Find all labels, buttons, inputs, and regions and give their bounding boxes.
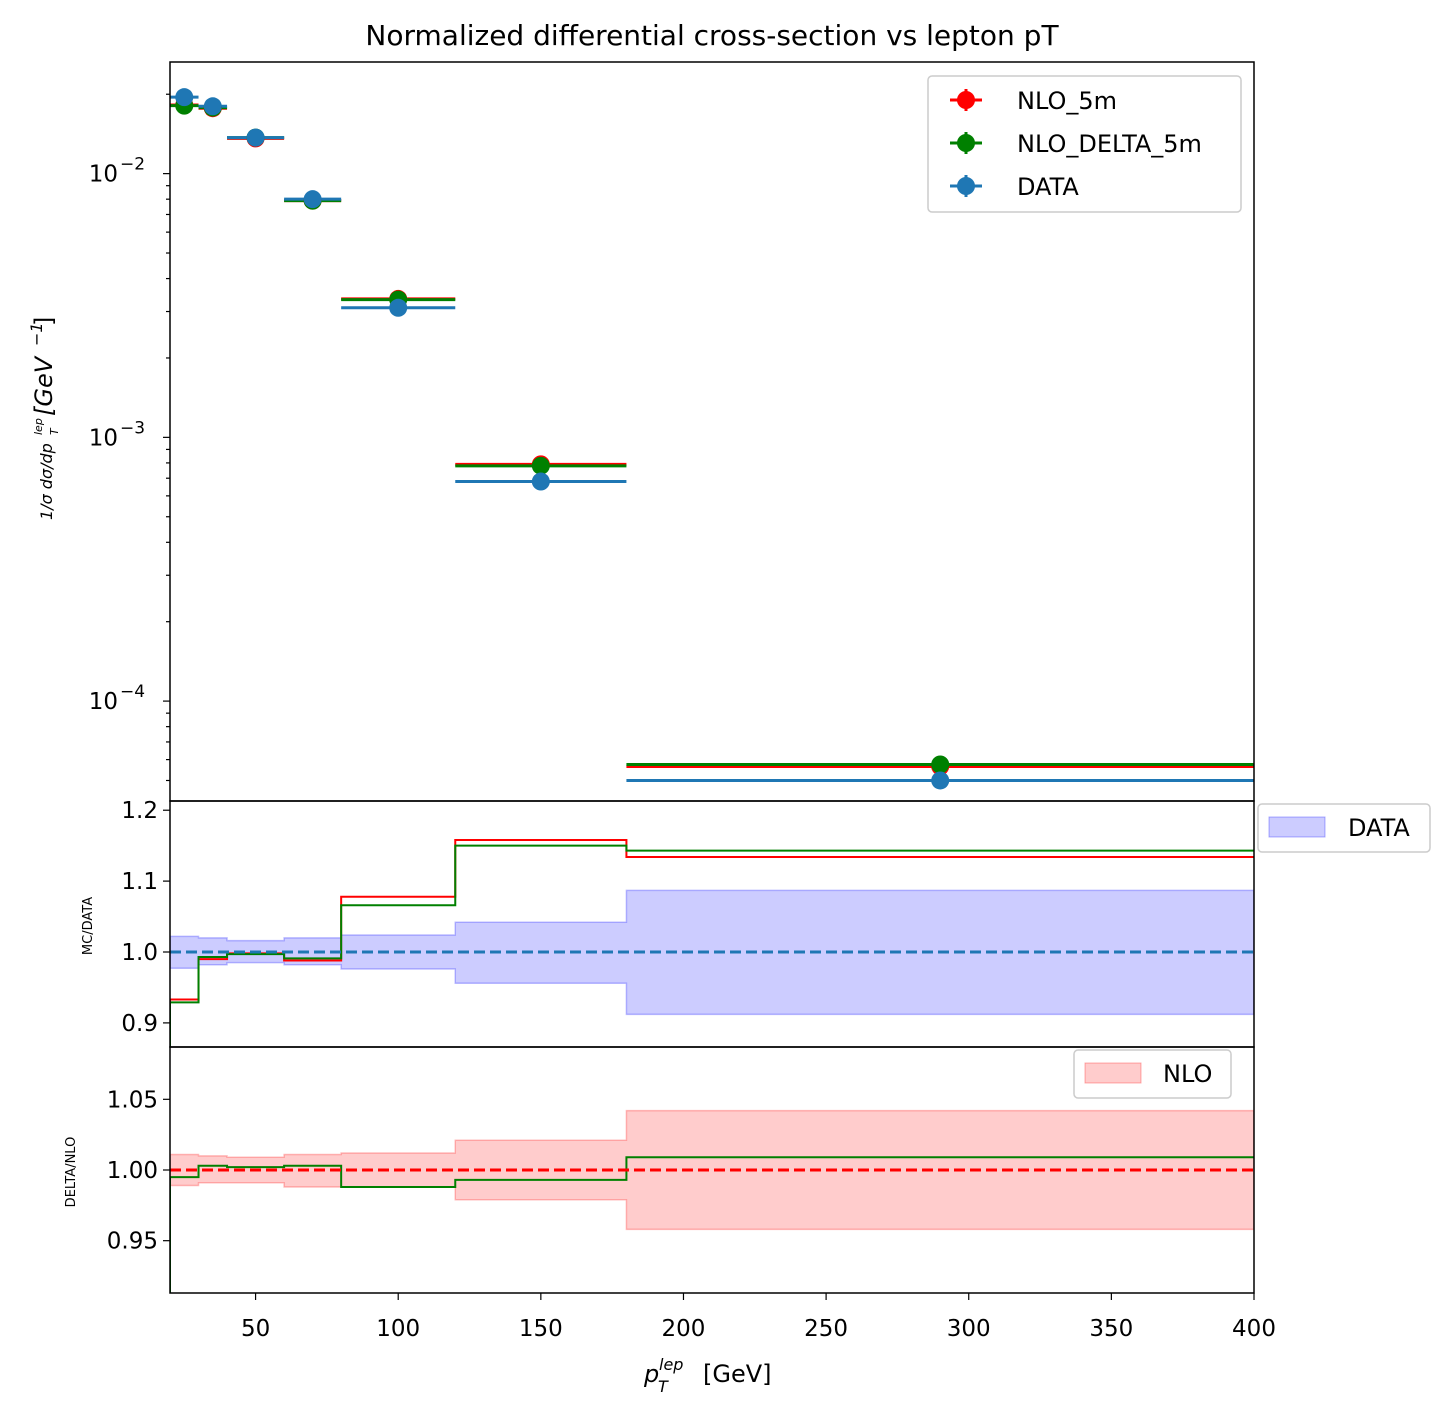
main-panel: 10−210−310−4 1/σ dσ/dp T lep [GeV −1 ] N…	[27, 61, 1255, 802]
y-tick-label-exp: −4	[120, 682, 145, 702]
x-tick-label: 50	[241, 1316, 270, 1342]
legend-label: NLO_5m	[1017, 87, 1117, 115]
ratio1-legend: DATA	[1257, 803, 1431, 853]
point-data-4	[389, 298, 408, 317]
x-tick-label: 250	[804, 1316, 848, 1342]
legend-item-data: DATA	[950, 173, 1079, 201]
point-data-0	[175, 88, 194, 107]
main-y-label: 1/σ dσ/dp T lep [GeV −1 ]	[27, 317, 61, 520]
main-plot-area	[170, 88, 1254, 790]
ratio-panel-delta-nlo: 0.95 1.00 1.05 DELTA/NLO NLO	[64, 1046, 1255, 1294]
point-data-6	[931, 771, 950, 790]
x-tick-label: 350	[1089, 1316, 1133, 1342]
ratio1-y-ticks: 0.9 1.0 1.1 1.2	[121, 798, 170, 1037]
x-label-sub: T	[658, 1377, 669, 1396]
r1-y-tick-label: 0.9	[121, 1011, 158, 1037]
legend-item-nlo_delta_5m: NLO_DELTA_5m	[950, 130, 1202, 158]
main-legend: NLO_5m NLO_DELTA_5m DATA	[927, 75, 1242, 213]
ratio2-frame	[169, 1046, 1255, 1294]
ratio2-plot-area	[170, 1109, 1254, 1293]
x-axis-label: p lep T [GeV]	[643, 1355, 772, 1396]
ratio1-y-label: MC/DATA	[81, 897, 96, 955]
r2-y-tick-label: 0.95	[107, 1229, 158, 1255]
r1-step-nlo_delta_5m	[170, 844, 1254, 1047]
r1-y-tick-label: 1.1	[121, 869, 158, 895]
ratio2-y-label: DELTA/NLO	[64, 1137, 79, 1208]
main-y-label-close: ]	[30, 317, 58, 326]
main-y-label-sub: T	[48, 427, 61, 435]
point-nlo_delta_5m-6	[931, 755, 950, 774]
chart-title: Normalized differential cross-section vs…	[365, 19, 1059, 52]
x-label-unit: [GeV]	[703, 1360, 772, 1388]
ratio-panel-mc-data: 0.9 1.0 1.1 1.2 MC/DATA DATA	[81, 798, 1431, 1048]
legend-marker	[957, 177, 975, 195]
y-tick-label-base: 10	[89, 425, 118, 451]
r1-y-tick-label: 1.0	[121, 940, 158, 966]
x-axis-ticks: 50 100 150 200 250 300 350 400	[241, 1293, 1276, 1342]
main-y-label-frac: 1/σ dσ/dp	[37, 443, 56, 520]
r2-uncertainty-band	[170, 1109, 1254, 1231]
point-data-2	[246, 128, 265, 147]
x-tick-label: 200	[662, 1316, 706, 1342]
x-tick-label: 400	[1232, 1316, 1276, 1342]
legend-label: NLO_DELTA_5m	[1017, 130, 1202, 158]
main-y-label-sup: lep	[32, 418, 45, 435]
r2-step-nlo_delta_5m	[170, 1156, 1254, 1293]
ratio1-legend-swatch	[1268, 816, 1326, 838]
point-data-5	[531, 472, 550, 491]
y-tick-label-base: 10	[89, 689, 118, 715]
ratio2-y-ticks: 0.95 1.00 1.05	[107, 1087, 170, 1255]
main-y-label-unit-exp: −1	[27, 322, 46, 346]
ratio2-legend-label: NLO	[1163, 1060, 1212, 1088]
r1-uncertainty-band	[170, 889, 1254, 1016]
r1-y-tick-label: 1.2	[121, 798, 158, 824]
point-data-1	[203, 97, 222, 116]
y-tick-label-exp: −2	[120, 155, 145, 175]
legend-marker	[957, 91, 975, 109]
x-label-sup: lep	[659, 1355, 683, 1374]
y-tick-label-base: 10	[89, 162, 118, 188]
legend-label: DATA	[1017, 173, 1079, 201]
point-data-3	[303, 190, 322, 209]
legend-item-nlo_5m: NLO_5m	[950, 87, 1117, 115]
ratio2-legend: NLO	[1073, 1049, 1232, 1099]
point-nlo_delta_5m-5	[531, 456, 550, 475]
x-tick-label: 300	[947, 1316, 991, 1342]
ratio2-legend-swatch	[1084, 1062, 1142, 1084]
main-y-ticks: 10−210−310−4	[89, 93, 170, 782]
ratio1-legend-label: DATA	[1348, 814, 1410, 842]
ratio1-plot-area	[170, 838, 1254, 1047]
main-y-label-unit: [GeV	[30, 355, 58, 416]
x-tick-label: 150	[519, 1316, 563, 1342]
x-label-main: p	[643, 1360, 659, 1388]
r2-y-tick-label: 1.05	[107, 1087, 158, 1113]
x-tick-label: 100	[376, 1316, 420, 1342]
r2-y-tick-label: 1.00	[107, 1158, 158, 1184]
y-tick-label-exp: −3	[120, 418, 145, 438]
legend-marker	[957, 134, 975, 152]
